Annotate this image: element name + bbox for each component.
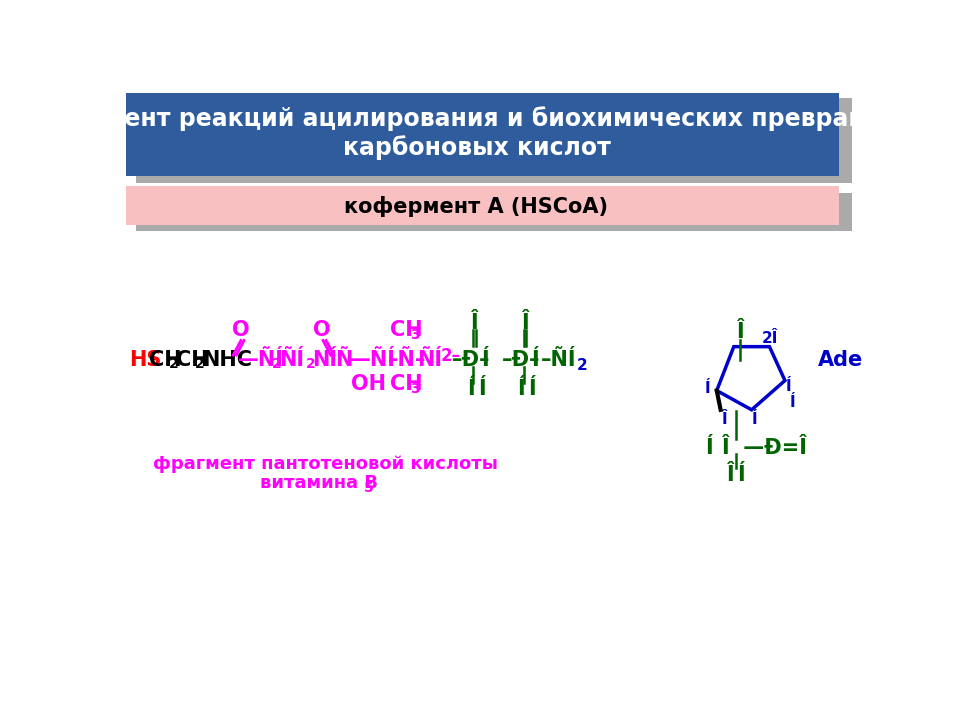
FancyBboxPatch shape — [135, 98, 852, 183]
Text: Î: Î — [470, 312, 478, 333]
FancyBboxPatch shape — [135, 193, 852, 231]
Text: Кофермент реакций ацилирования и биохимических превращений: Кофермент реакций ацилирования и биохими… — [12, 107, 940, 131]
Text: Í: Í — [751, 412, 756, 426]
FancyBboxPatch shape — [126, 186, 839, 225]
Text: 2: 2 — [272, 356, 281, 371]
Text: 2: 2 — [306, 356, 316, 371]
Text: OH: OH — [351, 374, 386, 395]
Text: Ñ: Ñ — [335, 350, 353, 370]
Text: Í: Í — [532, 350, 540, 370]
Text: Î: Î — [520, 312, 528, 333]
Text: 3: 3 — [410, 328, 420, 342]
Text: Í: Í — [481, 350, 489, 370]
Text: Í: Í — [785, 379, 791, 394]
Text: –Ð–: –Ð– — [502, 350, 540, 370]
Text: кофермент А (HSCoA): кофермент А (HSCoA) — [345, 196, 609, 217]
Text: –Ñ–: –Ñ– — [388, 350, 426, 370]
Text: Î: Î — [722, 412, 728, 426]
Text: ÑÍ: ÑÍ — [278, 350, 304, 370]
Text: –Ð–: –Ð– — [452, 350, 491, 370]
Text: витамина B: витамина B — [260, 474, 378, 492]
Text: Í: Í — [478, 379, 486, 399]
Text: O: O — [232, 320, 250, 341]
Text: Ade: Ade — [818, 350, 863, 370]
Text: Í: Í — [528, 379, 536, 399]
FancyBboxPatch shape — [126, 93, 839, 176]
Text: 2: 2 — [195, 356, 204, 371]
Text: 3: 3 — [410, 382, 420, 396]
Text: O: O — [313, 320, 330, 341]
Text: 2–: 2– — [441, 347, 461, 365]
Text: —ÑÍ: —ÑÍ — [238, 350, 283, 370]
Text: Î: Î — [721, 438, 729, 459]
Text: CH: CH — [176, 350, 208, 370]
Text: Í: Í — [517, 379, 525, 399]
Text: CH: CH — [390, 374, 422, 395]
Text: CH: CH — [150, 350, 182, 370]
Text: Í: Í — [706, 438, 713, 459]
Text: Î: Î — [736, 322, 744, 342]
Text: HS: HS — [130, 350, 161, 370]
Text: Í: Í — [790, 395, 796, 410]
Text: Í: Í — [468, 379, 475, 399]
Text: 2: 2 — [576, 359, 588, 374]
Text: —ÑÍ: —ÑÍ — [349, 350, 396, 370]
Text: 2: 2 — [169, 356, 179, 371]
Text: Í: Í — [737, 465, 745, 485]
Text: карбоновых кислот: карбоновых кислот — [343, 135, 611, 161]
Text: Í: Í — [705, 381, 710, 396]
Text: –ÑÍ: –ÑÍ — [540, 350, 576, 370]
Text: NÍ: NÍ — [312, 350, 337, 370]
Text: 2Î: 2Î — [761, 331, 778, 346]
Text: 5: 5 — [364, 482, 373, 495]
Text: NHC: NHC — [203, 350, 252, 370]
Text: —Ð=Î: —Ð=Î — [736, 438, 807, 459]
Text: Î: Î — [726, 465, 733, 485]
Text: фрагмент пантотеновой кислоты: фрагмент пантотеновой кислоты — [153, 455, 498, 473]
Text: ÑÍ: ÑÍ — [418, 350, 443, 370]
Text: CH: CH — [390, 320, 422, 341]
